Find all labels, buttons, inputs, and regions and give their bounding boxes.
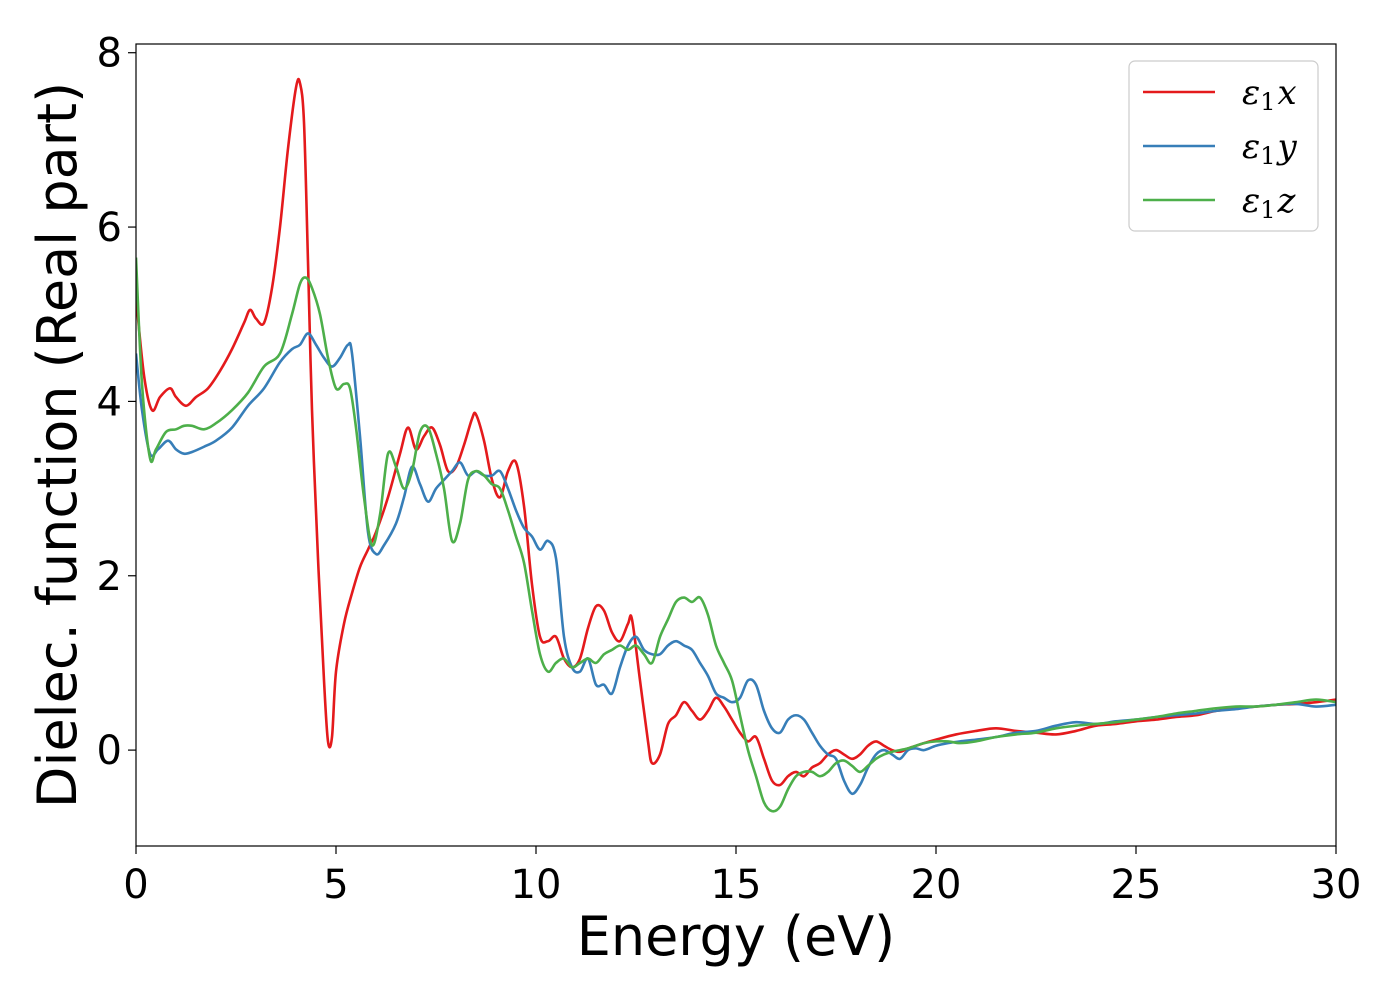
x-tick-label: 10 bbox=[511, 862, 562, 908]
y-tick-label: 0 bbox=[97, 728, 122, 774]
x-axis: 0 5 10 15 20 25 30 bbox=[123, 846, 1361, 908]
legend-entry-y: ε1y bbox=[1143, 127, 1298, 170]
x-tick-label: 5 bbox=[323, 862, 348, 908]
x-tick-label: 20 bbox=[911, 862, 962, 908]
x-tick-label: 25 bbox=[1111, 862, 1162, 908]
x-tick-label: 30 bbox=[1311, 862, 1362, 908]
legend-box bbox=[1128, 60, 1319, 232]
legend-label: ε1z bbox=[1242, 181, 1297, 224]
legend-label: ε1x bbox=[1242, 73, 1297, 116]
y-tick-label: 6 bbox=[97, 205, 122, 251]
y-axis: 0 2 4 6 8 bbox=[97, 31, 136, 774]
y-axis-title: Dielec. function (Real part) bbox=[26, 82, 89, 808]
legend: ε1x ε1y ε1z bbox=[1128, 60, 1319, 232]
legend-entry-z: ε1z bbox=[1143, 181, 1297, 224]
y-tick-label: 2 bbox=[97, 554, 122, 600]
x-tick-label: 15 bbox=[711, 862, 762, 908]
x-tick-label: 0 bbox=[123, 862, 148, 908]
series-line-z bbox=[136, 257, 1336, 813]
x-axis-title: Energy (eV) bbox=[577, 905, 896, 968]
y-tick-label: 4 bbox=[97, 379, 122, 425]
series-layer bbox=[136, 77, 1336, 813]
y-tick-label: 8 bbox=[97, 31, 122, 77]
legend-entry-x: ε1x bbox=[1143, 73, 1297, 116]
legend-label: ε1y bbox=[1242, 127, 1298, 170]
